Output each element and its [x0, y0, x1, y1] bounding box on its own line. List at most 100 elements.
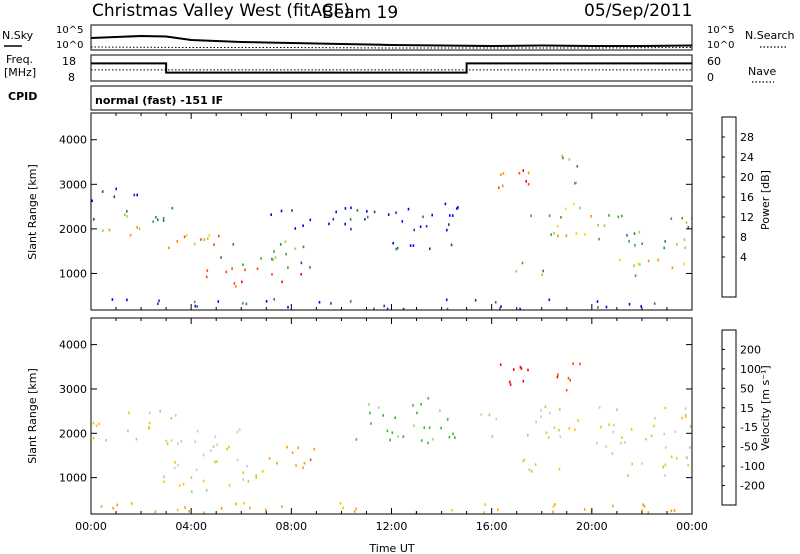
power-cell: [527, 182, 530, 186]
power-cell: [550, 233, 552, 236]
power-cell: [684, 246, 687, 250]
velocity-cell: [220, 507, 223, 510]
cpid-panel-frame: [90, 85, 693, 111]
velocity-cell: [394, 416, 396, 420]
power-cell: [270, 213, 272, 216]
velocity-cell: [643, 504, 646, 508]
velocity-cell: [177, 463, 179, 467]
power-cell: [124, 213, 126, 216]
colorbar-tick-label: 4: [740, 251, 747, 264]
power-cell: [279, 243, 282, 246]
power-cell: [664, 240, 666, 243]
power-cell: [242, 302, 244, 305]
power-cell: [525, 180, 527, 183]
velocity-cell: [428, 426, 431, 429]
x-tick-label: 00:00: [676, 520, 708, 533]
power-cell: [396, 246, 399, 250]
velocity-cell: [427, 397, 430, 400]
velocity-cell: [130, 502, 133, 505]
velocity-cell: [645, 437, 647, 441]
power-panel: 1000 2000 3000 4000 Slant Range [km] 28 24 20…: [26, 112, 772, 311]
date-title: 05/Sep/2011: [584, 1, 692, 21]
power-cell: [157, 218, 159, 221]
velocity-cell: [522, 379, 525, 383]
power-cell: [136, 193, 138, 197]
velocity-cell: [236, 430, 239, 434]
velocity-cell: [355, 507, 357, 510]
power-cell: [596, 300, 599, 303]
velocity-cell: [523, 458, 526, 461]
power-cell: [565, 207, 567, 211]
power-cell: [206, 269, 209, 272]
colorbar-tick-label: 24: [740, 151, 754, 164]
velocity-cell: [641, 508, 643, 512]
colorbar-tick-label: -15: [740, 421, 758, 434]
velocity-cell: [508, 380, 511, 384]
velocity-cell: [613, 423, 615, 427]
noise-plot: [90, 34, 693, 49]
power-cell: [575, 232, 578, 235]
velocity-cell: [295, 464, 297, 467]
colorbar-tick-label: 15: [740, 402, 754, 415]
velocity-cell: [452, 432, 454, 436]
colorbar-tick-label: 100: [740, 363, 761, 376]
velocity-cell: [242, 471, 245, 475]
power-cell: [626, 234, 628, 237]
x-tick-label: 20:00: [576, 520, 608, 533]
velocity-cell: [413, 424, 415, 427]
colorbar-tick-label: 16: [740, 191, 754, 204]
velocity-cell: [520, 367, 523, 370]
velocity-cell: [484, 503, 486, 506]
power-cell: [111, 298, 114, 301]
power-cell: [561, 154, 563, 158]
velocity-cell: [427, 441, 429, 445]
power-cell: [556, 224, 559, 228]
power-cell: [330, 302, 332, 305]
colorbar-tick-label: 20: [740, 171, 754, 184]
power-cell: [207, 237, 209, 241]
power-cell: [407, 207, 410, 211]
velocity-cell: [446, 418, 449, 421]
power-cell: [685, 221, 688, 224]
velocity-cell: [228, 484, 231, 487]
power-cell: [515, 269, 518, 273]
velocity-cell: [174, 414, 177, 417]
y-tick-label: 4000: [59, 339, 87, 352]
power-cell: [373, 307, 375, 311]
velocity-cell: [386, 429, 389, 433]
power-cell: [574, 182, 576, 185]
velocity-cell: [228, 445, 230, 449]
power-cell: [412, 244, 415, 247]
velocity-cell: [191, 490, 193, 493]
power-cell: [102, 229, 104, 232]
power-cell: [287, 266, 289, 269]
power-cell: [274, 256, 277, 259]
power-cell: [419, 225, 422, 228]
velocity-cell: [391, 431, 394, 434]
power-cell: [681, 216, 683, 220]
station-title: Christmas Valley West (fitACF): [92, 1, 350, 21]
power-cell: [597, 223, 599, 227]
power-cell: [429, 247, 431, 251]
velocity-cell: [209, 449, 212, 452]
power-cell: [115, 187, 117, 191]
velocity-cell: [170, 417, 173, 420]
velocity-cell: [205, 488, 208, 492]
power-cell: [93, 217, 95, 221]
velocity-cell: [98, 422, 100, 426]
colorbar-tick-label: -200: [740, 480, 765, 493]
power-cell: [502, 172, 505, 175]
velocity-cell: [423, 426, 426, 429]
power-cell: [157, 302, 159, 305]
velocity-cell: [389, 438, 391, 442]
power-cell: [499, 307, 501, 310]
power-cell: [271, 257, 273, 261]
velocity-cell: [202, 453, 205, 457]
colorbar-tick-label: 200: [740, 343, 761, 356]
velocity-cell: [268, 457, 271, 460]
velocity-cell: [165, 439, 168, 443]
power-cell: [291, 209, 293, 212]
power-cell: [402, 307, 405, 311]
power-cell: [575, 181, 577, 185]
velocity-cell: [647, 511, 650, 514]
